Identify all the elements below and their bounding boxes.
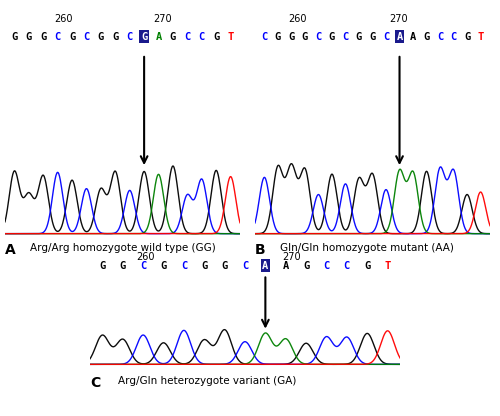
Text: G: G bbox=[364, 261, 370, 271]
Text: C: C bbox=[84, 32, 89, 42]
Text: G: G bbox=[160, 261, 166, 271]
Text: G: G bbox=[12, 32, 18, 42]
Text: A: A bbox=[396, 32, 402, 42]
Text: T: T bbox=[384, 261, 390, 271]
Text: 270: 270 bbox=[282, 252, 301, 262]
Text: C: C bbox=[450, 32, 456, 42]
Text: G: G bbox=[100, 261, 105, 271]
Text: G: G bbox=[112, 32, 118, 42]
Text: G: G bbox=[40, 32, 46, 42]
Text: C: C bbox=[342, 32, 348, 42]
Text: C: C bbox=[344, 261, 350, 271]
Text: G: G bbox=[213, 32, 220, 42]
Text: C: C bbox=[126, 32, 133, 42]
Text: C: C bbox=[262, 32, 268, 42]
Text: G: G bbox=[141, 32, 147, 42]
Text: C: C bbox=[54, 32, 61, 42]
Text: T: T bbox=[228, 32, 234, 42]
Text: 270: 270 bbox=[153, 15, 172, 25]
Text: G: G bbox=[201, 261, 207, 271]
Text: C: C bbox=[383, 32, 389, 42]
Text: B: B bbox=[255, 243, 266, 258]
Text: Gln/Gln homozygote mutant (AA): Gln/Gln homozygote mutant (AA) bbox=[280, 243, 454, 253]
Text: Arg/Arg homozygote wild type (GG): Arg/Arg homozygote wild type (GG) bbox=[30, 243, 216, 253]
Text: A: A bbox=[5, 243, 16, 258]
Text: G: G bbox=[26, 32, 32, 42]
Text: C: C bbox=[181, 261, 187, 271]
Text: C: C bbox=[198, 32, 205, 42]
Text: G: G bbox=[370, 32, 376, 42]
Text: G: G bbox=[275, 32, 281, 42]
Text: G: G bbox=[288, 32, 294, 42]
Text: C: C bbox=[316, 32, 322, 42]
Text: G: G bbox=[424, 32, 430, 42]
Text: G: G bbox=[329, 32, 335, 42]
Text: G: G bbox=[356, 32, 362, 42]
Text: 260: 260 bbox=[136, 252, 155, 262]
Text: A: A bbox=[156, 32, 162, 42]
Text: G: G bbox=[98, 32, 104, 42]
Text: G: G bbox=[120, 261, 126, 271]
Text: Arg/Gln heterozygote variant (GA): Arg/Gln heterozygote variant (GA) bbox=[118, 376, 296, 386]
Text: C: C bbox=[324, 261, 330, 271]
Text: C: C bbox=[242, 261, 248, 271]
Text: C: C bbox=[184, 32, 190, 42]
Text: 270: 270 bbox=[389, 15, 407, 25]
Text: G: G bbox=[464, 32, 470, 42]
Text: C: C bbox=[140, 261, 146, 271]
Text: C: C bbox=[90, 376, 100, 391]
Text: A: A bbox=[282, 261, 289, 271]
Text: 260: 260 bbox=[54, 15, 73, 25]
Text: G: G bbox=[222, 261, 228, 271]
Text: G: G bbox=[170, 32, 176, 42]
Text: G: G bbox=[303, 261, 309, 271]
Text: C: C bbox=[437, 32, 443, 42]
Text: A: A bbox=[262, 261, 268, 271]
Text: G: G bbox=[69, 32, 75, 42]
Text: 260: 260 bbox=[288, 15, 306, 25]
Text: T: T bbox=[478, 32, 484, 42]
Text: G: G bbox=[302, 32, 308, 42]
Text: A: A bbox=[410, 32, 416, 42]
